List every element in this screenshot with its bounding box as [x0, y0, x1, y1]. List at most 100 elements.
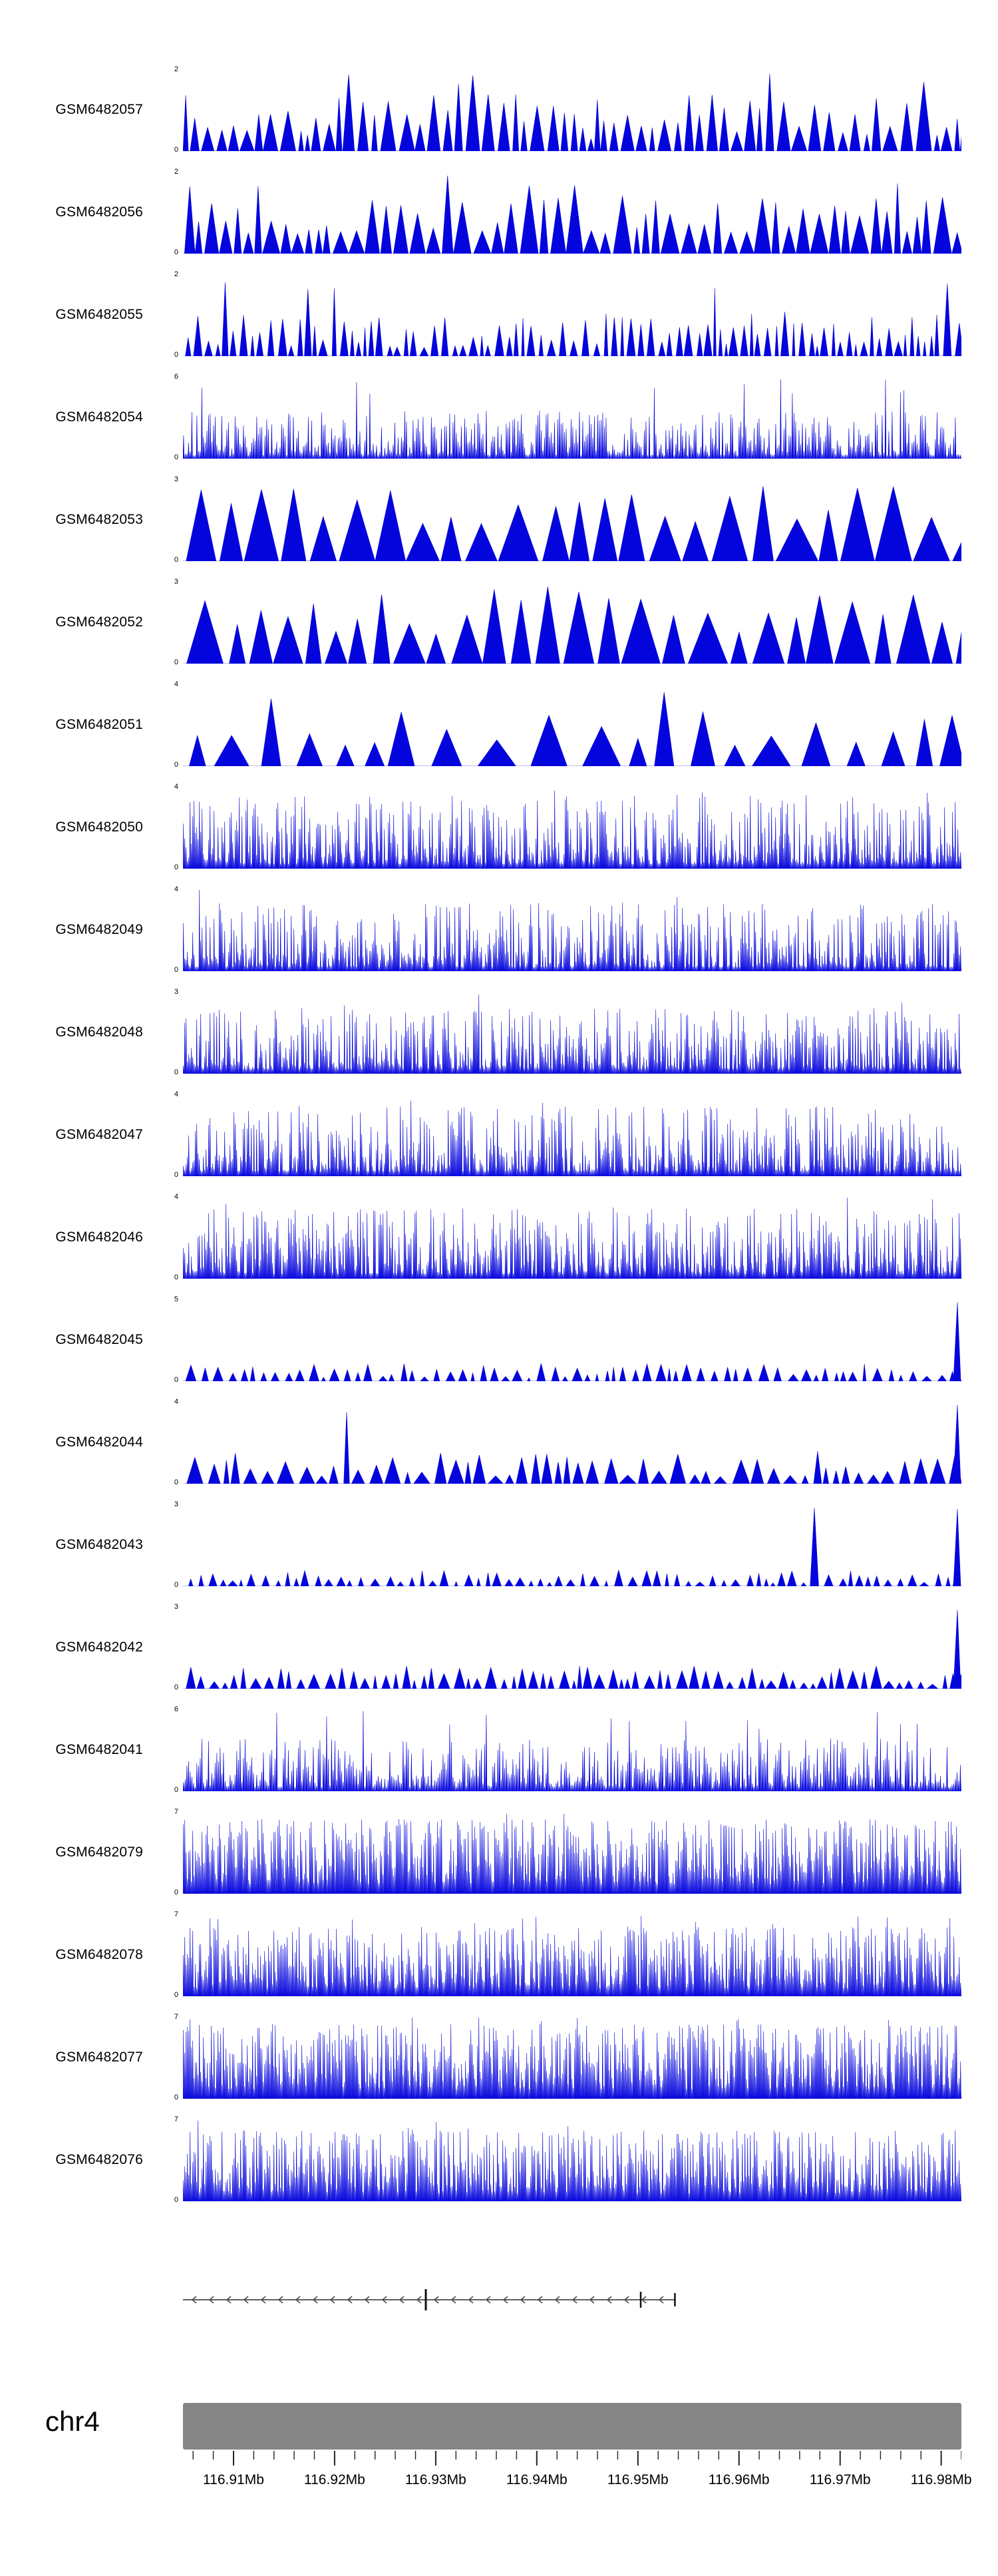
genomic-axis-ticks	[192, 2451, 961, 2466]
track-signal-area	[183, 1610, 961, 1689]
left-arrow-icon	[537, 2296, 543, 2304]
track-ymin-label: 0	[174, 1991, 178, 1999]
track-ymax-label: 7	[174, 2115, 178, 2123]
signal-track-row: GSM6482050 4 0	[0, 778, 998, 881]
axis-tick-label: 116.91Mb	[203, 2472, 264, 2487]
signal-track-row: GSM6482045 5 0	[0, 1291, 998, 1393]
left-arrow-icon	[295, 2296, 301, 2304]
track-signal-area	[183, 692, 961, 766]
track-label: GSM6482048	[55, 1024, 143, 1040]
track-ymin-label: 0	[174, 1683, 178, 1691]
left-arrow-icon	[468, 2296, 474, 2304]
track-signal-area	[183, 586, 961, 664]
left-arrow-icon	[623, 2296, 629, 2304]
track-ymax-label: 2	[174, 270, 178, 278]
track-ymin-label: 0	[174, 146, 178, 154]
left-arrow-icon	[226, 2296, 232, 2304]
left-arrow-icon	[329, 2296, 335, 2304]
track-signal-area	[183, 282, 961, 356]
track-signal-area	[183, 1197, 961, 1279]
track-signal-area	[183, 1100, 961, 1176]
track-label: GSM6482042	[55, 1639, 143, 1655]
track-ymin-label: 0	[174, 966, 178, 974]
track-ymax-label: 6	[174, 373, 178, 381]
track-signal-area	[183, 890, 961, 971]
track-ymin-label: 0	[174, 658, 178, 666]
left-arrow-icon	[502, 2296, 508, 2304]
left-arrow-icon	[243, 2296, 249, 2304]
track-signal-area	[183, 2120, 961, 2201]
signal-track-row: GSM6482078 7 0	[0, 1906, 998, 2008]
track-label: GSM6482051	[55, 717, 143, 732]
left-arrow-icon	[191, 2296, 197, 2304]
track-ymin-label: 0	[174, 2093, 178, 2101]
track-label: GSM6482043	[55, 1537, 143, 1552]
signal-track-row: GSM6482053 3 0	[0, 471, 998, 573]
track-ymin-label: 0	[174, 1478, 178, 1486]
left-arrow-icon	[277, 2296, 283, 2304]
track-ymax-label: 3	[174, 988, 178, 996]
left-arrow-icon	[433, 2296, 439, 2304]
left-arrow-icon	[450, 2296, 456, 2304]
track-label: GSM6482079	[55, 1844, 143, 1860]
track-label: GSM6482056	[55, 204, 143, 220]
signal-track-row: GSM6482079 7 0	[0, 1803, 998, 1906]
signal-track-row: GSM6482042 3 0	[0, 1598, 998, 1701]
track-signal-area	[183, 74, 961, 151]
track-signal-area	[183, 1916, 961, 1996]
track-label: GSM6482044	[55, 1434, 143, 1450]
track-signal-area	[183, 1711, 961, 1791]
signal-track-row: GSM6482048 3 0	[0, 983, 998, 1086]
track-ymin-label: 0	[174, 761, 178, 769]
signal-track-row: GSM6482049 4 0	[0, 881, 998, 983]
gene-model-track	[183, 2289, 676, 2310]
track-ymax-label: 2	[174, 168, 178, 176]
track-ymax-label: 5	[174, 1295, 178, 1303]
left-arrow-icon	[416, 2296, 422, 2304]
track-ymax-label: 4	[174, 1090, 178, 1098]
track-label: GSM6482054	[55, 409, 143, 425]
track-ymin-label: 0	[174, 1171, 178, 1179]
track-ymin-label: 0	[174, 453, 178, 461]
signal-track-row: GSM6482054 6 0	[0, 368, 998, 471]
signal-track-row: GSM6482044 4 0	[0, 1393, 998, 1496]
left-arrow-icon	[399, 2296, 405, 2304]
track-ymax-label: 4	[174, 680, 178, 688]
track-label: GSM6482077	[55, 2049, 143, 2065]
track-ymin-label: 0	[174, 1068, 178, 1076]
track-label: GSM6482049	[55, 922, 143, 937]
track-ymax-label: 3	[174, 1603, 178, 1611]
track-label: GSM6482050	[55, 819, 143, 835]
track-ymin-label: 0	[174, 1581, 178, 1589]
signal-track-row: GSM6482057 2 0	[0, 61, 998, 163]
track-label: GSM6482053	[55, 512, 143, 527]
track-signal-area	[183, 1508, 961, 1586]
track-ymax-label: 3	[174, 1500, 178, 1508]
signal-track-row: GSM6482076 7 0	[0, 2111, 998, 2213]
track-ymax-label: 4	[174, 783, 178, 791]
left-arrow-icon	[312, 2296, 318, 2304]
signal-track-row: GSM6482077 7 0	[0, 2008, 998, 2111]
track-ymax-label: 4	[174, 1398, 178, 1406]
track-ymax-label: 7	[174, 1808, 178, 1816]
left-arrow-icon	[572, 2296, 578, 2304]
signal-track-row: GSM6482043 3 0	[0, 1496, 998, 1598]
track-signal-area	[183, 1404, 961, 1484]
axis-tick-label: 116.93Mb	[405, 2472, 466, 2487]
left-arrow-icon	[381, 2296, 387, 2304]
axis-tick-label: 116.94Mb	[506, 2472, 568, 2487]
track-ymax-label: 2	[174, 65, 178, 73]
track-label: GSM6482076	[55, 2152, 143, 2167]
track-label: GSM6482057	[55, 102, 143, 117]
track-signal-area	[183, 175, 961, 254]
left-arrow-icon	[347, 2296, 353, 2304]
track-ymin-label: 0	[174, 1888, 178, 1896]
axis-tick-label: 116.92Mb	[303, 2472, 365, 2487]
track-label: GSM6482047	[55, 1127, 143, 1142]
signal-track-row: GSM6482051 4 0	[0, 676, 998, 778]
track-ymin-label: 0	[174, 351, 178, 359]
track-label: GSM6482052	[55, 614, 143, 630]
track-ymin-label: 0	[174, 863, 178, 871]
axis-tick-label: 116.97Mb	[809, 2472, 871, 2487]
